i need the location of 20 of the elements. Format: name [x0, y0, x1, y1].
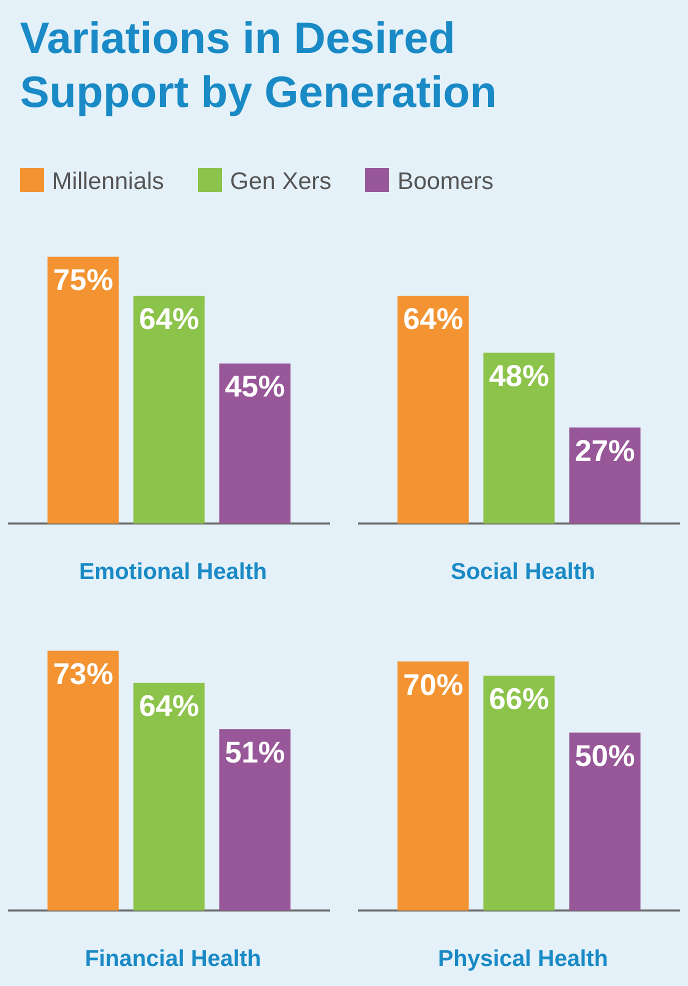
legend-label: Boomers	[396, 168, 494, 196]
data-label: 70%	[403, 668, 464, 702]
data-label: 51%	[224, 736, 285, 770]
legend-label: Millennials	[51, 168, 164, 196]
chart-title: Variations in Desired Support by Generation	[20, 13, 498, 119]
data-label: 50%	[574, 740, 635, 773]
data-label: 27%	[574, 434, 635, 468]
data-label: 75%	[53, 264, 114, 297]
x-axis-title: Financial Health	[84, 945, 262, 972]
data-label: 66%	[488, 682, 550, 716]
x-axis-title: Physical Health	[436, 945, 610, 972]
data-label: 73%	[53, 658, 114, 692]
data-label: 45%	[224, 370, 285, 404]
data-label: 64%	[138, 690, 200, 724]
data-label: 64%	[403, 303, 464, 336]
legend-label: Gen Xers	[229, 168, 332, 196]
x-axis-title: Social Health	[450, 558, 596, 585]
x-axis-title: Emotional Health	[78, 558, 268, 585]
data-label: 48%	[488, 360, 550, 394]
data-label: 64%	[138, 303, 200, 336]
